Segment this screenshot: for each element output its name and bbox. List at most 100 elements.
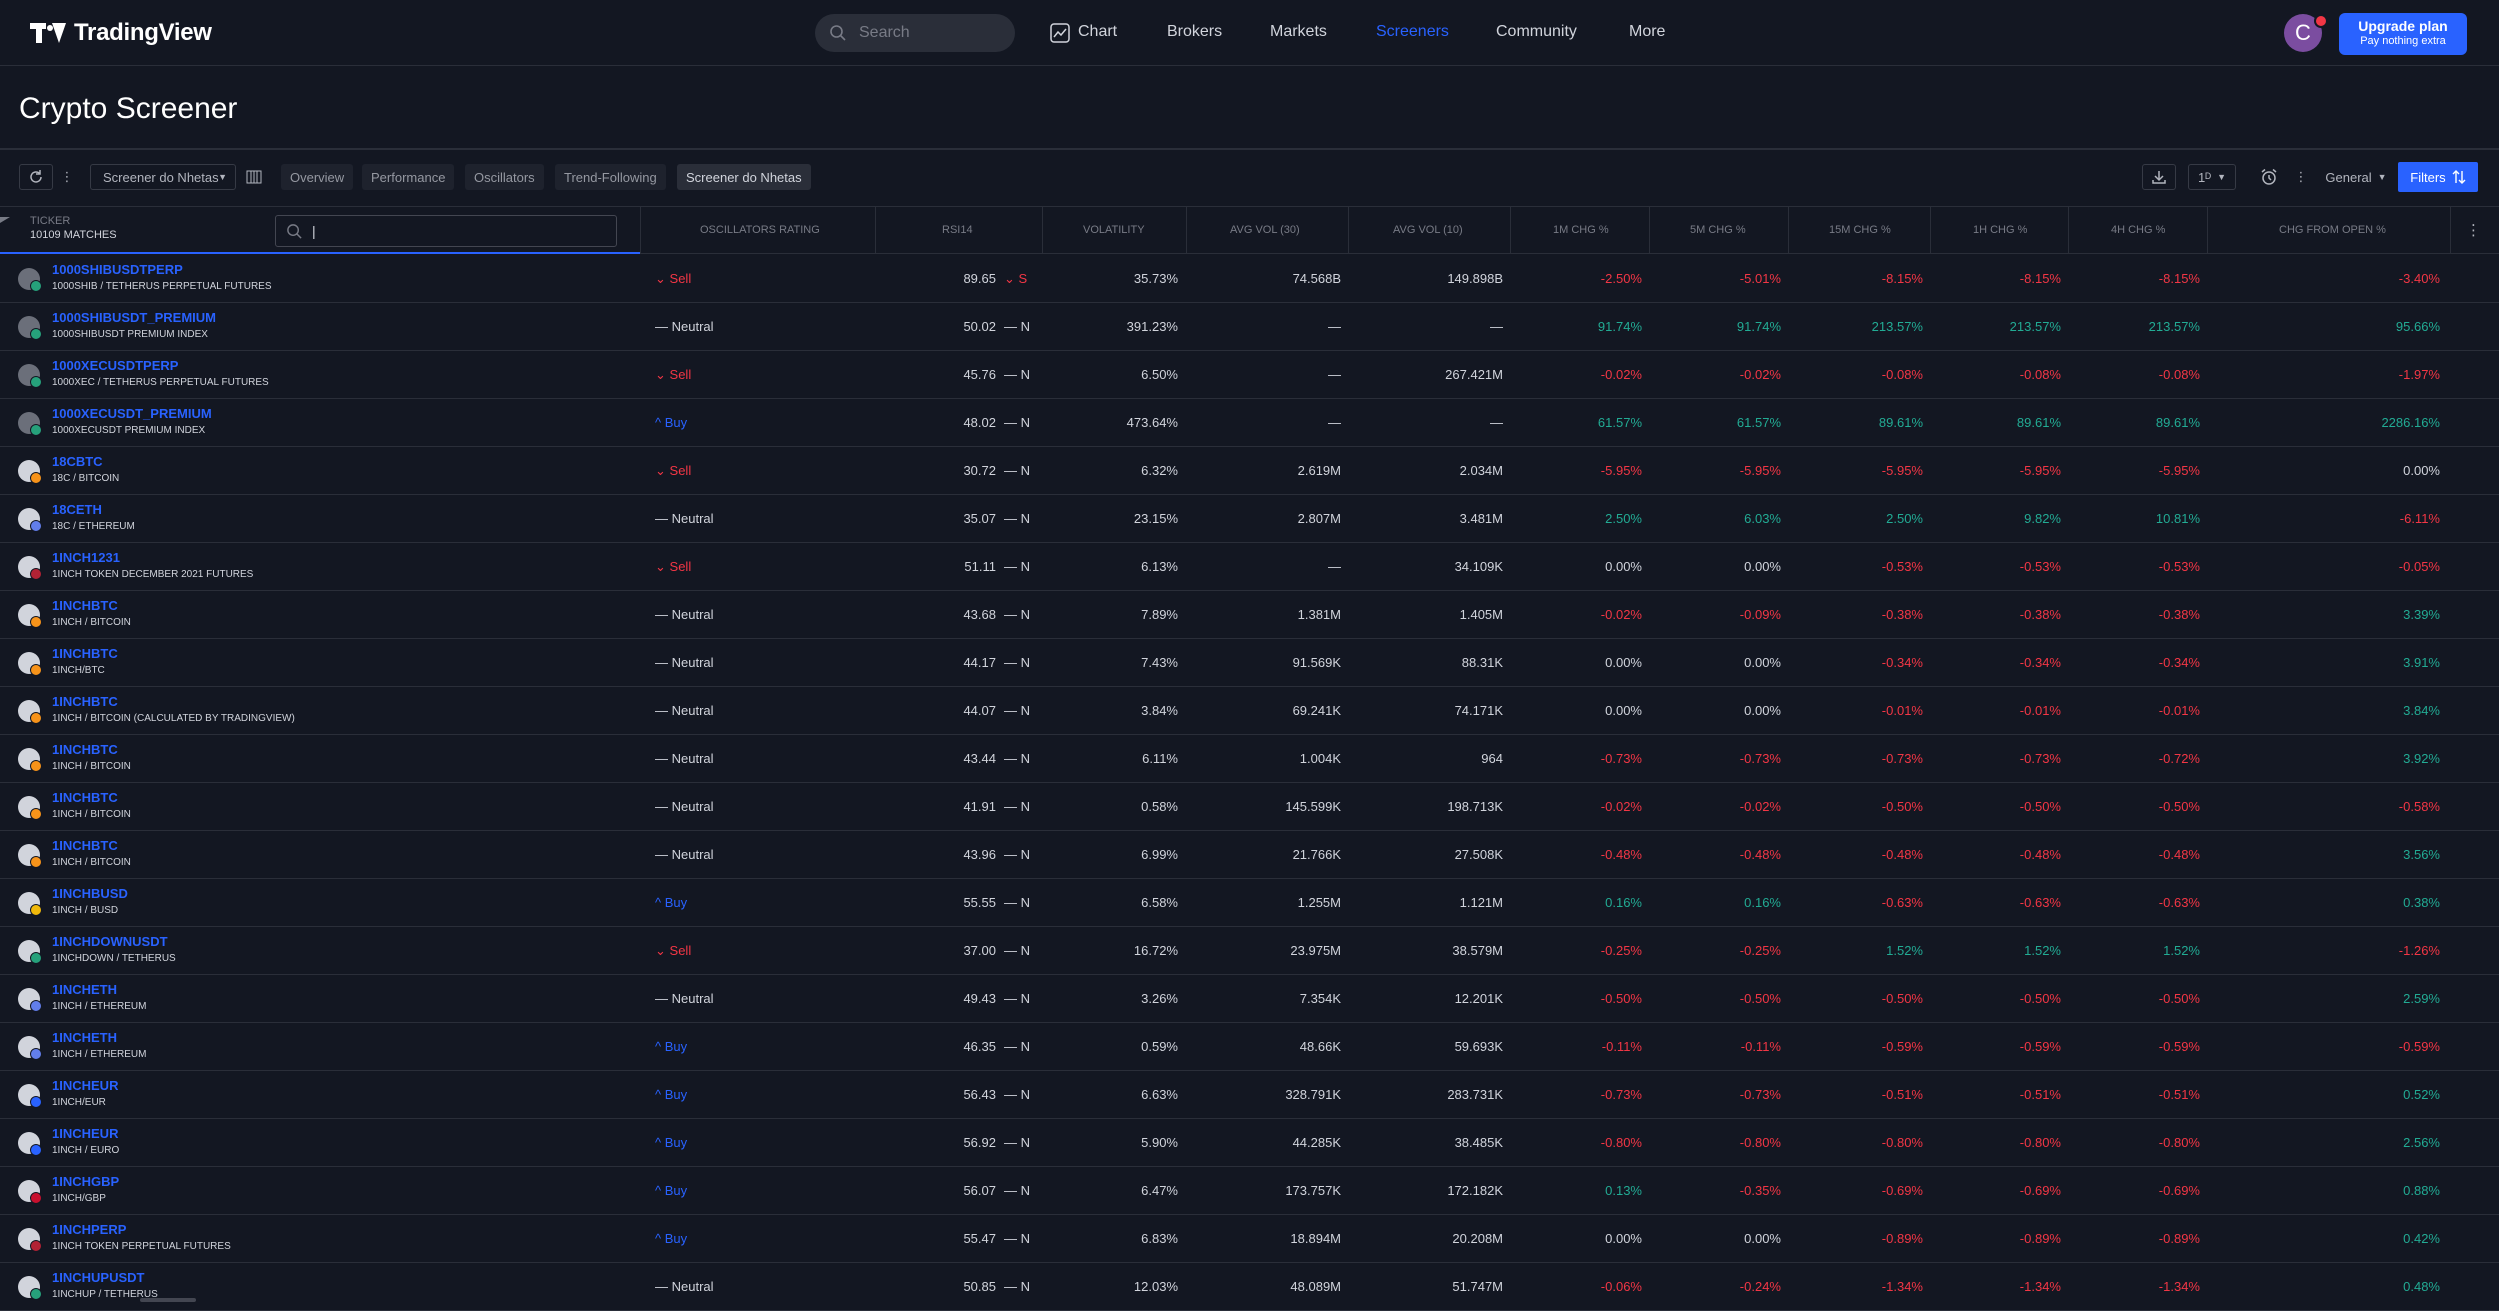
ticker-symbol[interactable]: 18CBTC [52, 454, 103, 469]
col-avg-vol-10[interactable]: AVG VOL (10) [1393, 224, 1463, 236]
filters-button[interactable]: Filters [2398, 162, 2478, 192]
ticker-focus-underline [0, 252, 640, 254]
col-15m-chg[interactable]: 15M CHG % [1829, 224, 1891, 236]
coin-logo-icon [18, 844, 42, 868]
ticker-symbol[interactable]: 1INCHETH [52, 982, 118, 997]
tradingview-logo[interactable]: TradingView [30, 16, 212, 50]
ticker-symbol[interactable]: 1INCHBTC [52, 790, 118, 805]
ticker-search-input[interactable] [310, 222, 604, 240]
ticker-symbol[interactable]: 18CETH [52, 502, 102, 517]
column-set-select[interactable]: General ▼ [2318, 164, 2394, 190]
ticker-symbol[interactable]: 1000SHIBUSDT_PREMIUM [52, 310, 216, 325]
tab-screener-do-nhetas[interactable]: Screener do Nhetas [677, 164, 811, 190]
ticker-symbol[interactable]: 1000SHIBUSDTPERP [52, 262, 183, 277]
more-options-icon[interactable]: ⋮ [60, 169, 74, 184]
table-row[interactable]: 1000XECUSDTPERP 1000XEC / TETHERUS PERPET… [0, 351, 2499, 399]
ticker-symbol[interactable]: 1INCHEUR [52, 1126, 119, 1141]
tab-performance[interactable]: Performance [362, 164, 455, 190]
tab-trend-following[interactable]: Trend-Following [555, 164, 666, 190]
ticker-symbol[interactable]: 1INCHBTC [52, 838, 118, 853]
chg-1h-cell: -0.51% [2019, 1087, 2061, 1102]
ticker-symbol[interactable]: 1INCHGBP [52, 1174, 120, 1189]
table-row[interactable]: 1INCH1231 1INCH TOKEN DECEMBER 2021 FUTUR… [0, 543, 2499, 591]
table-row[interactable]: 1INCHBTC 1INCH/BTC — Neutral 44.17 — N 7.43% 9… [0, 639, 2499, 687]
ticker-symbol[interactable]: 1INCHETH [52, 1030, 118, 1045]
ticker-symbol[interactable]: 1INCHBTC [52, 646, 118, 661]
ticker-symbol[interactable]: 1INCHPERP [52, 1222, 127, 1237]
col-1h-chg[interactable]: 1H CHG % [1973, 224, 2028, 236]
table-row[interactable]: 1INCHEUR 1INCH/EUR ^ Buy 56.43 — N 6.63% 328.7… [0, 1071, 2499, 1119]
rating-arrow-icon: — [655, 511, 668, 526]
export-button[interactable] [2142, 164, 2176, 190]
rating-label: Neutral [671, 751, 714, 766]
table-row[interactable]: 1000XECUSDT_PREMIUM 1000XECUSDT PREMIUM I… [0, 399, 2499, 447]
nav-markets[interactable]: Markets [1270, 23, 1327, 40]
ticker-symbol[interactable]: 1INCHUPUSDT [52, 1270, 145, 1285]
refresh-button[interactable] [19, 164, 53, 190]
alarm-button[interactable] [2252, 164, 2286, 190]
rsi-arrow-icon: — [1004, 319, 1017, 334]
oscillators-rating-cell: — Neutral [655, 751, 714, 766]
table-row[interactable]: 1INCHETH 1INCH / ETHEREUM — Neutral 49.43 — … [0, 975, 2499, 1023]
volatility-cell: 0.59% [1141, 1039, 1178, 1054]
table-row[interactable]: 1INCHETH 1INCH / ETHEREUM ^ Buy 46.35 — N 0.5… [0, 1023, 2499, 1071]
ticker-search-field[interactable] [275, 215, 617, 247]
rsi-flag-label: N [1020, 367, 1031, 382]
upgrade-plan-button[interactable]: Upgrade plan Pay nothing extra [2339, 13, 2467, 55]
table-row[interactable]: 1INCHBUSD 1INCH / BUSD ^ Buy 55.55 — N 6.58% 1… [0, 879, 2499, 927]
chg-4h-cell: -0.34% [2158, 655, 2200, 670]
ticker-symbol[interactable]: 1INCHBTC [52, 742, 118, 757]
chg-5m-cell: -5.95% [1739, 463, 1781, 478]
nav-more[interactable]: More [1629, 23, 1666, 40]
table-row[interactable]: 1INCHBTC 1INCH / BITCOIN — Neutral 41.91 — N… [0, 783, 2499, 831]
col-4h-chg[interactable]: 4H CHG % [2111, 224, 2166, 236]
column-layout-icon[interactable] [242, 164, 266, 190]
table-row[interactable]: 1000SHIBUSDTPERP 1000SHIB / TETHERUS PERP… [0, 255, 2499, 303]
table-row[interactable]: 1INCHGBP 1INCH/GBP ^ Buy 56.07 — N 6.47% 173.7… [0, 1167, 2499, 1215]
coin-logo-icon [18, 556, 42, 580]
ticker-symbol[interactable]: 1INCHEUR [52, 1078, 119, 1093]
horizontal-scrollbar[interactable] [140, 1298, 196, 1302]
interval-select[interactable]: 1ᴰ ▼ [2188, 164, 2236, 190]
table-row[interactable]: 1INCHDOWNUSDT 1INCHDOWN / TETHERUS ⌄ Sell 3… [0, 927, 2499, 975]
avg-vol-30-cell: — [1328, 415, 1341, 430]
col-volatility[interactable]: VOLATILITY [1083, 224, 1145, 236]
nav-screeners[interactable]: Screeners [1376, 23, 1449, 40]
table-row[interactable]: 1INCHBTC 1INCH / BITCOIN — Neutral 43.44 — N… [0, 735, 2499, 783]
nav-brokers[interactable]: Brokers [1167, 23, 1223, 40]
nav-community[interactable]: Community [1496, 23, 1577, 40]
more-options-icon[interactable]: ⋮ [2294, 169, 2308, 184]
table-row[interactable]: 1INCHBTC 1INCH / BITCOIN — Neutral 43.96 — N… [0, 831, 2499, 879]
col-chg-from-open[interactable]: CHG FROM OPEN % [2279, 224, 2386, 236]
table-row[interactable]: 1INCHBTC 1INCH / BITCOIN (CALCULATED BY T… [0, 687, 2499, 735]
screener-select[interactable]: Screener do Nhetas ▼ [90, 164, 236, 190]
tab-oscillators[interactable]: Oscillators [465, 164, 544, 190]
ticker-symbol[interactable]: 1INCHBUSD [52, 886, 128, 901]
nav-chart[interactable]: Chart [1078, 23, 1118, 40]
rating-label: Buy [664, 1087, 688, 1102]
ticker-symbol[interactable]: 1INCHBTC [52, 694, 118, 709]
chg-15m-cell: -0.73% [1881, 751, 1923, 766]
ticker-symbol[interactable]: 1000XECUSDT_PREMIUM [52, 406, 212, 421]
col-5m-chg[interactable]: 5M CHG % [1690, 224, 1746, 236]
table-row[interactable]: 18CETH 18C / ETHEREUM — Neutral 35.07 — N 23.… [0, 495, 2499, 543]
ticker-symbol[interactable]: 1INCH1231 [52, 550, 120, 565]
col-1m-chg[interactable]: 1M CHG % [1553, 224, 1609, 236]
ticker-symbol[interactable]: 1INCHBTC [52, 598, 118, 613]
table-row[interactable]: 1INCHPERP 1INCH TOKEN PERPETUAL FUTURES ^ … [0, 1215, 2499, 1263]
user-avatar[interactable]: C [2284, 14, 2322, 52]
col-avg-vol-30[interactable]: AVG VOL (30) [1230, 224, 1300, 236]
table-row[interactable]: 1INCHBTC 1INCH / BITCOIN — Neutral 43.68 — N… [0, 591, 2499, 639]
table-row[interactable]: 1000SHIBUSDT_PREMIUM 1000SHIBUSDT PREMIUM… [0, 303, 2499, 351]
table-row[interactable]: 1INCHEUR 1INCH / EURO ^ Buy 56.92 — N 5.90% 44… [0, 1119, 2499, 1167]
search-box[interactable] [815, 14, 1015, 52]
col-rsi14[interactable]: RSI14 [942, 224, 973, 236]
col-oscillators-rating[interactable]: OSCILLATORS RATING [700, 224, 820, 236]
ticker-symbol[interactable]: 1INCHDOWNUSDT [52, 934, 168, 949]
search-input[interactable] [857, 23, 1011, 43]
column-menu-icon[interactable]: ⋮ [2466, 222, 2481, 239]
avg-vol-30-cell: — [1328, 319, 1341, 334]
ticker-symbol[interactable]: 1000XECUSDTPERP [52, 358, 179, 373]
table-row[interactable]: 18CBTC 18C / BITCOIN ⌄ Sell 30.72 — N 6.32% 2.… [0, 447, 2499, 495]
tab-overview[interactable]: Overview [281, 164, 354, 190]
